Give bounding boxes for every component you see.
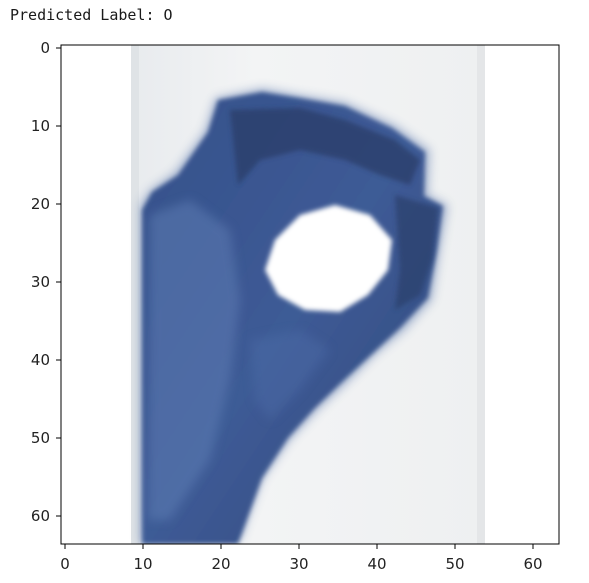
x-tick-label: 50	[445, 555, 464, 573]
y-tick-label: 40	[31, 351, 50, 369]
image-display	[61, 45, 559, 544]
y-tick-label: 30	[31, 273, 50, 291]
x-tick-label: 30	[289, 555, 308, 573]
x-tick-label: 20	[211, 555, 230, 573]
x-axis: 0 10 20 30 40 50 60	[60, 544, 543, 573]
hand-sign-o-icon	[140, 88, 448, 544]
y-axis: 0 10 20 30 40 50 60	[31, 39, 61, 525]
y-tick-label: 50	[31, 429, 50, 447]
axes-frame	[60, 44, 560, 545]
y-tick-label: 10	[31, 117, 50, 135]
x-tick-label: 40	[367, 555, 386, 573]
y-tick-label: 20	[31, 195, 50, 213]
y-tick-label: 60	[31, 507, 50, 525]
x-tick-label: 10	[133, 555, 152, 573]
x-tick-label: 0	[60, 555, 70, 573]
predicted-label-output: Predicted Label: O	[10, 6, 173, 24]
y-tick-label: 0	[40, 39, 50, 57]
o-shape-opening	[265, 205, 392, 312]
x-tick-label: 60	[523, 555, 542, 573]
